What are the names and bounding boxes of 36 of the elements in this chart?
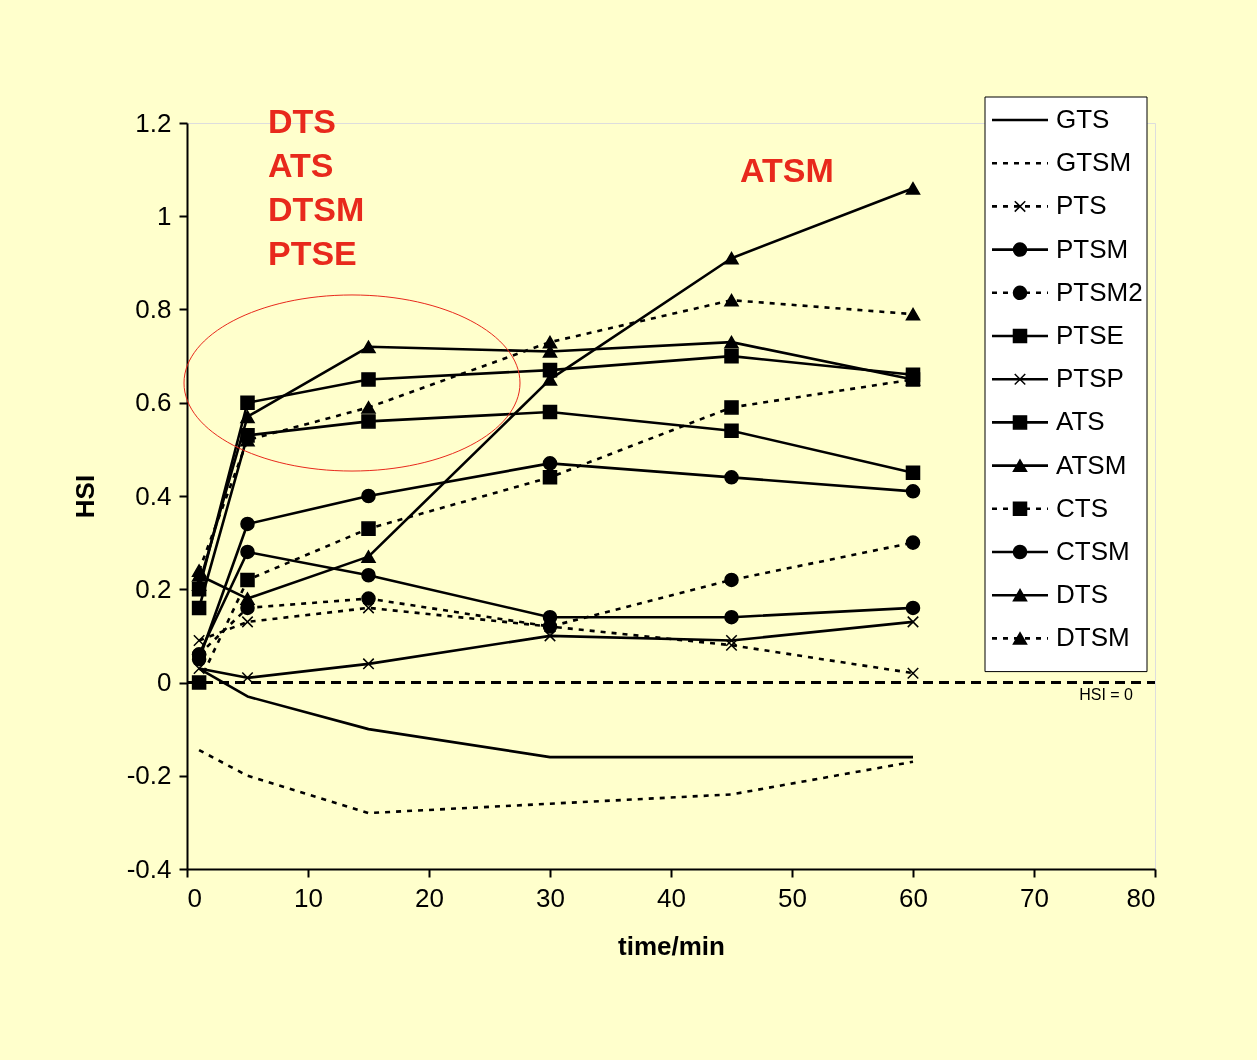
y-tick-label: 1.2 (135, 107, 172, 138)
x-tick-label: 40 (657, 882, 686, 913)
legend-label: PTSE (1056, 320, 1124, 350)
legend-label: DTSM (1056, 622, 1130, 653)
legend-label: PTSM (1056, 233, 1129, 264)
legend-label: ATS (1056, 406, 1105, 437)
y-tick-label: 0.8 (135, 294, 172, 324)
y-tick-label: -0.2 (126, 760, 172, 791)
legend-label: ATSM (1056, 449, 1127, 480)
legend-label: PTSP (1056, 363, 1124, 394)
x-tick-label: 10 (294, 882, 323, 913)
x-tick-label: 60 (899, 882, 928, 913)
y-tick-label: 0.4 (135, 480, 172, 511)
legend-label: DTS (1056, 579, 1108, 610)
annotation: ATSM (740, 151, 834, 189)
x-tick-label: 70 (1020, 882, 1049, 913)
y-tick-label: 1 (157, 200, 172, 231)
y-axis-title: HSI (69, 474, 100, 519)
legend-label: GTSM (1056, 147, 1132, 178)
ref-line-label: HSI = 0 (1079, 685, 1134, 703)
legend-label: GTS (1056, 104, 1110, 134)
x-tick-label: 0 (187, 882, 202, 913)
y-tick-label: 0 (157, 667, 172, 697)
legend-label: CTS (1056, 492, 1108, 523)
y-tick-label: 0.2 (135, 573, 172, 604)
x-axis-title: time/min (618, 930, 725, 961)
x-tick-label: 50 (778, 882, 807, 913)
legend-label: PTS (1056, 190, 1107, 221)
y-tick-label: 0.6 (135, 387, 172, 418)
legend-label: PTSM2 (1056, 276, 1143, 307)
x-tick-label: 20 (415, 882, 444, 913)
y-tick-label: -0.4 (126, 853, 172, 884)
legend-label: CTSM (1056, 536, 1130, 566)
x-tick-label: 80 (1126, 882, 1156, 913)
annotation: DTS ATS DTSM PTSE (268, 102, 365, 272)
x-tick-label: 30 (536, 882, 565, 913)
